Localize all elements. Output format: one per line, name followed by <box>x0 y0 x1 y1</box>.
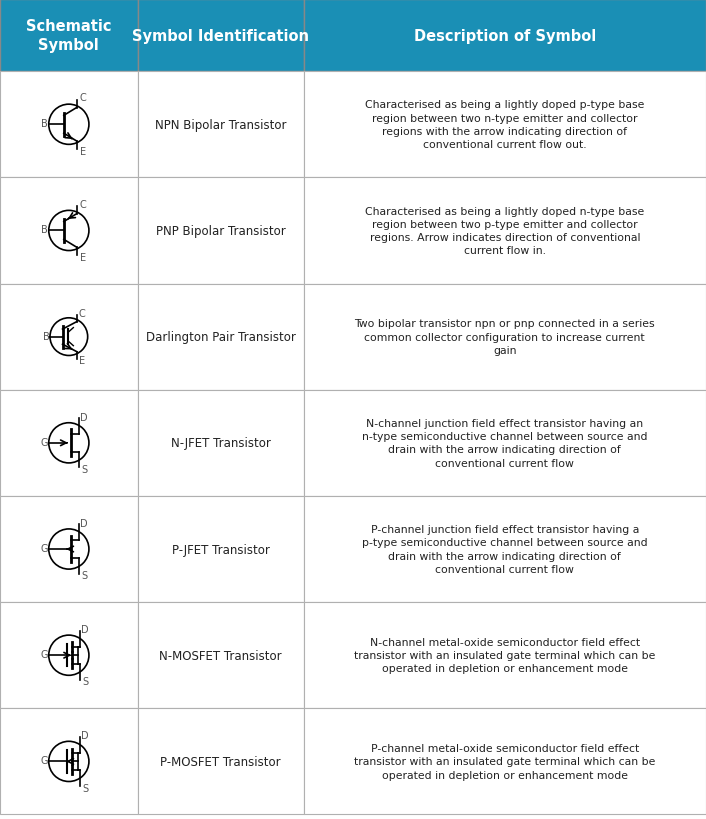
Text: N-MOSFET Transistor: N-MOSFET Transistor <box>160 649 282 662</box>
Text: E: E <box>79 356 85 366</box>
Bar <box>304 602 706 708</box>
Bar <box>138 602 304 708</box>
Bar <box>0 390 138 496</box>
Bar <box>304 708 706 814</box>
Text: G: G <box>40 543 48 553</box>
Text: S: S <box>82 783 88 793</box>
Text: Symbol Identification: Symbol Identification <box>132 29 309 43</box>
Bar <box>304 390 706 496</box>
Text: Characterised as being a lightly doped n-type base
region between two p-type emi: Characterised as being a lightly doped n… <box>365 206 645 256</box>
Text: N-channel metal-oxide semiconductor field effect
transistor with an insulated ga: N-channel metal-oxide semiconductor fiel… <box>354 637 655 673</box>
Bar <box>304 284 706 390</box>
Text: Characterised as being a lightly doped p-type base
region between two n-type emi: Characterised as being a lightly doped p… <box>365 101 645 150</box>
Bar <box>138 72 304 179</box>
Bar <box>0 602 138 708</box>
Bar <box>304 0 706 72</box>
Bar <box>138 284 304 390</box>
Text: C: C <box>79 93 86 103</box>
Text: S: S <box>81 464 88 474</box>
Bar <box>0 284 138 390</box>
Text: N-JFET Transistor: N-JFET Transistor <box>171 437 270 450</box>
Text: PNP Bipolar Transistor: PNP Bipolar Transistor <box>156 224 285 238</box>
Text: Description of Symbol: Description of Symbol <box>414 29 596 43</box>
Text: D: D <box>80 412 88 422</box>
Text: P-channel junction field effect transistor having a
p-type semiconductive channe: P-channel junction field effect transist… <box>362 525 647 574</box>
Text: B: B <box>43 331 49 341</box>
Text: Schematic
Symbol: Schematic Symbol <box>26 20 112 52</box>
Text: E: E <box>80 253 86 263</box>
Bar <box>304 72 706 179</box>
Bar <box>0 72 138 179</box>
Text: N-channel junction field effect transistor having an
n-type semiconductive chann: N-channel junction field effect transist… <box>362 419 647 468</box>
Text: S: S <box>82 676 88 686</box>
Text: B: B <box>41 119 47 129</box>
Text: P-JFET Transistor: P-JFET Transistor <box>172 543 270 556</box>
Text: G: G <box>40 755 48 765</box>
Bar <box>0 0 138 72</box>
Text: P-MOSFET Transistor: P-MOSFET Transistor <box>160 755 281 768</box>
Bar <box>0 496 138 603</box>
Bar <box>138 0 304 72</box>
Text: D: D <box>80 518 88 528</box>
Bar <box>304 496 706 603</box>
Bar <box>304 179 706 284</box>
Bar <box>0 179 138 284</box>
Bar <box>138 708 304 814</box>
Bar <box>138 179 304 284</box>
Text: D: D <box>81 624 89 634</box>
Text: B: B <box>41 225 47 235</box>
Text: Darlington Pair Transistor: Darlington Pair Transistor <box>145 331 296 344</box>
Text: C: C <box>78 309 85 319</box>
Text: Two bipolar transistor npn or pnp connected in a series
common collector configu: Two bipolar transistor npn or pnp connec… <box>354 319 655 355</box>
Bar <box>138 496 304 603</box>
Text: G: G <box>40 437 48 447</box>
Text: S: S <box>81 571 88 581</box>
Text: D: D <box>81 731 89 740</box>
Text: C: C <box>79 199 86 210</box>
Bar <box>0 708 138 814</box>
Text: P-channel metal-oxide semiconductor field effect
transistor with an insulated ga: P-channel metal-oxide semiconductor fiel… <box>354 744 655 780</box>
Bar <box>138 390 304 496</box>
Text: NPN Bipolar Transistor: NPN Bipolar Transistor <box>155 119 287 132</box>
Text: G: G <box>40 649 48 659</box>
Text: E: E <box>80 147 86 157</box>
